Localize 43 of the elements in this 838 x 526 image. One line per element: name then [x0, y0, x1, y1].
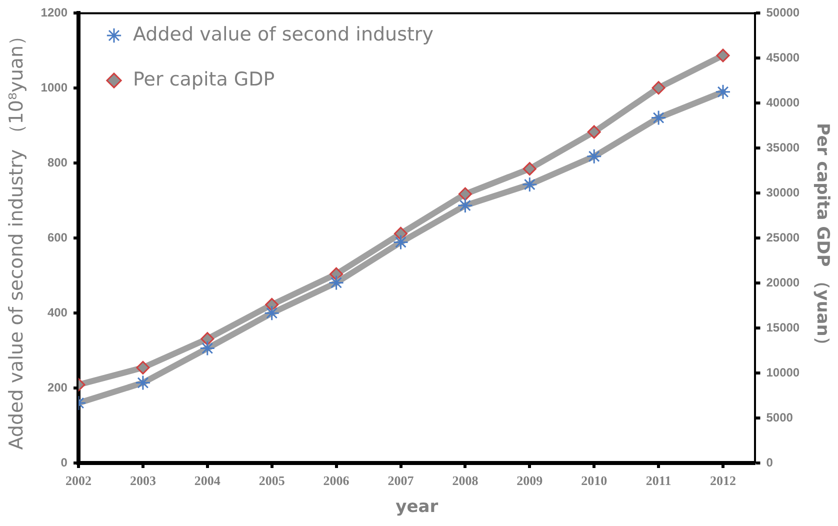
- x-tick-label: 2008: [452, 473, 479, 488]
- legend-label: Added value of second industry: [132, 23, 434, 46]
- y-axis-title: Added value of second industry （10⁸yuan）: [5, 26, 28, 450]
- y2-tick-label: 25000: [766, 230, 800, 244]
- y-tick-label: 400: [47, 305, 68, 320]
- point: [716, 48, 730, 62]
- x-tick-label: 2003: [130, 473, 156, 488]
- x-axis-title: year: [396, 497, 439, 518]
- point: [522, 162, 536, 176]
- y2-tick-label: 20000: [766, 275, 800, 290]
- x-tick-label: 2009: [516, 473, 544, 488]
- y2-tick-label: 5000: [766, 410, 794, 424]
- y-tick-label: 1200: [40, 6, 68, 20]
- x-tick-label: 2005: [258, 473, 286, 488]
- y2-tick-label: 40000: [766, 95, 800, 110]
- legend-label: Per capita GDP: [132, 68, 275, 90]
- y-tick-label: 800: [47, 155, 68, 170]
- x-tick-label: 2011: [646, 473, 672, 488]
- x-tick-label: 2004: [194, 473, 221, 488]
- point: [652, 81, 666, 95]
- y2-tick-label: 45000: [766, 50, 800, 64]
- point: [136, 360, 150, 374]
- x-tick-label: 2006: [323, 473, 350, 488]
- y2-tick-label: 10000: [766, 365, 800, 380]
- point: [394, 226, 408, 240]
- y2-axis-title: Per capita GDP （yuan）: [812, 122, 832, 354]
- y2-tick-label: 0: [766, 455, 774, 470]
- y2-tick-label: 15000: [766, 320, 800, 334]
- y-tick-label: 200: [47, 380, 68, 394]
- x-tick-label: 2012: [710, 473, 736, 488]
- x-tick-label: 2007: [388, 473, 414, 488]
- point: [265, 298, 279, 312]
- y2-tick-label: 30000: [766, 185, 800, 200]
- y2-tick-label: 50000: [766, 6, 800, 20]
- y2-tick-label: 35000: [766, 140, 800, 154]
- point: [587, 125, 601, 139]
- x-tick-label: 2010: [581, 473, 608, 488]
- y-tick-label: 1000: [40, 80, 68, 94]
- point: [200, 332, 214, 346]
- x-tick-label: 2002: [65, 473, 92, 488]
- point: [458, 187, 472, 201]
- y-tick-label: 600: [47, 230, 68, 244]
- y-tick-label: 0: [60, 455, 68, 470]
